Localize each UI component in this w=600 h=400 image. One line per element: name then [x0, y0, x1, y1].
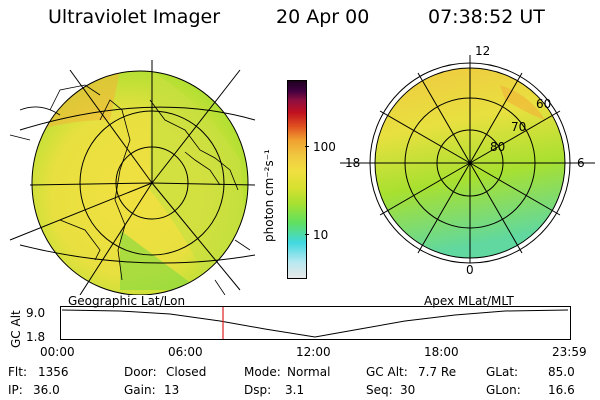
colorbar-units-label: photon cm⁻²s⁻¹ — [262, 149, 276, 242]
dsp-key: Dsp: — [244, 383, 272, 397]
seq-value: 30 — [400, 383, 416, 397]
instrument-title: Ultraviolet Imager — [48, 6, 221, 28]
altitude-tick-high: 9.0 — [26, 306, 46, 320]
flight-key: Flt: — [8, 365, 27, 379]
time-tick-0600: 06:00 — [168, 345, 203, 359]
altitude-tick-low: 1.8 — [26, 330, 46, 344]
ip-key: IP: — [8, 383, 23, 397]
geographic-map-label: Geographic Lat/Lon — [68, 294, 186, 308]
time-tick-1800: 18:00 — [424, 345, 459, 359]
magnetic-map-label: Apex MLat/MLT — [424, 294, 514, 308]
mode-key: Mode: — [244, 365, 281, 379]
mode-value: Normal — [287, 365, 331, 379]
gain-key: Gain: — [124, 383, 156, 397]
mlt-label-12: 12 — [475, 44, 491, 58]
glat-key: GLat: — [486, 365, 519, 379]
mlat-label-70: 70 — [511, 120, 527, 134]
coastlines — [9, 84, 251, 295]
mlat-mlt-grid — [340, 55, 595, 263]
colorbar-tick-10: 10 — [313, 228, 329, 242]
time-tick-0000: 00:00 — [40, 345, 75, 359]
glat-value: 85.0 — [548, 365, 575, 379]
dsp-value: 3.1 — [285, 383, 305, 397]
color-scale-bar — [287, 80, 307, 279]
time-label: 07:38:52 UT — [428, 6, 545, 28]
mlt-label-6: 6 — [577, 156, 585, 170]
glon-value: 16.6 — [548, 383, 575, 397]
door-key: Door: — [124, 365, 157, 379]
glon-key: GLon: — [486, 383, 521, 397]
time-tick-2359: 23:59 — [552, 345, 587, 359]
time-tick-1200: 12:00 — [296, 345, 331, 359]
mlt-label-18: 18 — [345, 156, 361, 170]
date-label: 20 Apr 00 — [276, 6, 370, 28]
altitude-curve — [61, 309, 569, 338]
colorbar-tick-100: 100 — [313, 140, 336, 154]
seq-key: Seq: — [366, 383, 393, 397]
mlat-label-80: 80 — [490, 140, 506, 154]
mlt-label-0: 0 — [466, 263, 474, 277]
geographic-map — [9, 60, 256, 295]
gain-value: 13 — [164, 383, 180, 397]
magnetic-map — [340, 55, 595, 264]
gc-alt-value: 7.7 Re — [418, 365, 457, 379]
gc-alt-key: GC Alt: — [366, 365, 408, 379]
flight-value: 1356 — [38, 365, 69, 379]
door-value: Closed — [166, 365, 207, 379]
altitude-plot — [60, 306, 571, 340]
mlat-label-60: 60 — [536, 97, 552, 111]
altitude-axis-label: GC Alt — [9, 310, 23, 348]
ip-value: 36.0 — [33, 383, 60, 397]
lat-lon-grid — [9, 60, 256, 295]
